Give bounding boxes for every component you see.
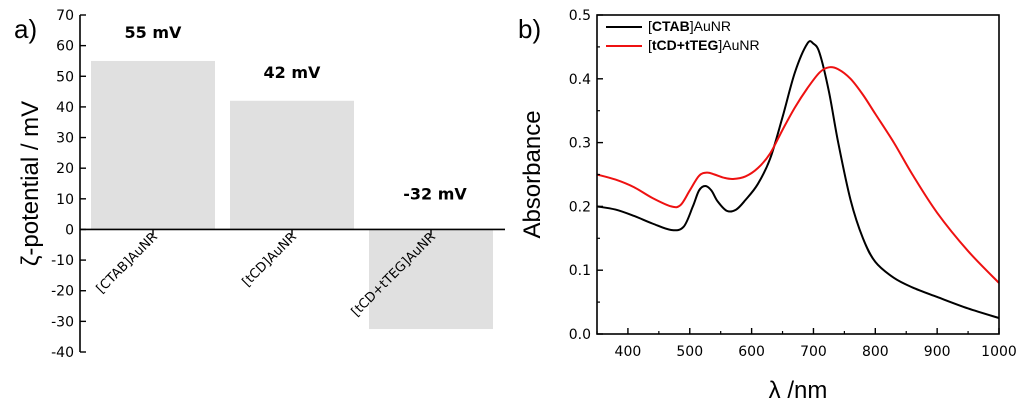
bar-y-tick-label-8: 40 — [56, 100, 74, 116]
bar-data-label-0: 55 mV — [125, 23, 183, 42]
series-line-0 — [596, 40, 1000, 320]
panel-label-a: a) — [14, 14, 37, 44]
category-label-1: [tCD]AuNR — [240, 230, 300, 290]
category-label-0: [CTAB]AuNR — [94, 230, 161, 297]
bar-y-tick-label-5: 10 — [56, 192, 74, 208]
bar-y-tick-label-3: -10 — [51, 253, 74, 269]
bar-y-tick-label-0: -40 — [51, 345, 74, 361]
line-y-tick-label-1: 0.1 — [569, 263, 591, 279]
line-y-tick-label-3: 0.3 — [569, 136, 591, 152]
bar-data-label-1: 42 mV — [264, 63, 322, 82]
bar-2 — [369, 229, 493, 330]
bar-y-tick-label-1: -30 — [51, 314, 74, 330]
line-chart: 400 500 600 700 800 900 1000 0.0 0.1 0.2 0.3 0.4 0.5… — [569, 8, 1017, 360]
legend-entry-1: [tCD+tTEG]AuNR — [648, 37, 760, 53]
series-line-1 — [596, 66, 1000, 284]
line-x-tick-label-2: 600 — [738, 344, 765, 360]
line-x-tick-label-4: 800 — [862, 344, 889, 360]
line-y-tick-label-0: 0.0 — [569, 327, 591, 343]
bar-0 — [91, 60, 215, 230]
bar-1 — [230, 100, 354, 230]
bar-y-tick-label-2: -20 — [51, 284, 74, 300]
line-y-tick-label-2: 0.2 — [569, 199, 591, 215]
line-x-tick-label-1: 500 — [676, 344, 703, 360]
bar-y-tick-label-4: 0 — [65, 222, 74, 238]
line-x-tick-label-3: 700 — [800, 344, 827, 360]
line-chart-x-axis-label: λ /nm — [769, 377, 828, 404]
legend-entry-0: [CTAB]AuNR — [648, 18, 731, 34]
bar-chart-y-axis-label: ζ-potential / mV — [17, 101, 44, 266]
bar-y-tick-label-10: 60 — [56, 39, 74, 55]
bar-y-tick-label-6: 20 — [56, 161, 74, 177]
line-x-tick-label-0: 400 — [615, 344, 642, 360]
panel-label-b: b) — [518, 14, 541, 44]
line-y-tick-label-5: 0.5 — [569, 8, 591, 24]
line-x-tick-label-5: 900 — [924, 344, 951, 360]
line-chart-y-axis-label: Absorbance — [519, 110, 546, 238]
bar-data-label-2: -32 mV — [403, 184, 467, 203]
bar-y-tick-label-9: 50 — [56, 69, 74, 85]
bar-y-tick-label-7: 30 — [56, 131, 74, 147]
line-x-tick-label-6: 1000 — [981, 344, 1017, 360]
line-y-tick-label-4: 0.4 — [569, 72, 591, 88]
bar-y-tick-label-11: 70 — [56, 8, 74, 24]
